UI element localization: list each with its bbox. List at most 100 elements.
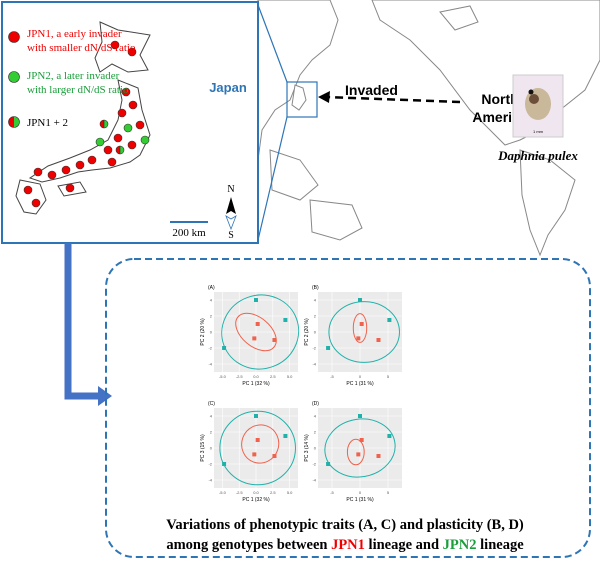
y-tick-label: -2	[208, 462, 212, 467]
caption-part: lineage	[477, 537, 525, 553]
legend-text: JPN2, a later invader	[27, 70, 120, 82]
japan-title: Japan	[209, 80, 247, 95]
south-label: S	[228, 230, 234, 241]
marker	[326, 346, 331, 350]
legend-text: with smaller dN/dS ratio	[27, 42, 136, 54]
y-tick-label: 4	[210, 414, 213, 419]
marker	[376, 338, 381, 342]
y-tick-label: 0	[210, 446, 213, 451]
y-tick-label: 4	[314, 414, 317, 419]
marker	[222, 462, 227, 466]
marker	[358, 414, 362, 418]
x-axis-label: PC 1 (31 %)	[346, 497, 374, 503]
x-tick-label: -5	[330, 490, 334, 495]
x-axis-label: PC 1 (31 %)	[346, 381, 374, 387]
marker	[387, 318, 392, 322]
invaded-label: Invaded	[345, 82, 398, 98]
y-tick-label: 2	[210, 314, 213, 319]
x-tick-label: 5	[387, 374, 390, 379]
pca-panel: -5 0 5 4 2 0 -2 -4 (B) PC 1 (31 %) PC 2 (20 %)	[304, 285, 402, 387]
pca-panel: -5.0 -2.5 0.0 2.5 5.0 4 2 0 -2 -4 (A) PC 1 (32 %) PC…	[200, 285, 300, 387]
species-label: Daphnia pulex	[497, 148, 578, 163]
y-tick-label: 2	[210, 430, 213, 435]
connector	[257, 4, 288, 83]
marker	[252, 336, 257, 341]
caption-line: among genotypes between JPN1 lineage and…	[166, 537, 524, 553]
legend-text: JPN1, a early invader	[27, 28, 122, 40]
japan-inset: JPN1, a early invader with smaller dN/dS…	[1, 1, 259, 244]
x-tick-label: 5.0	[287, 374, 293, 379]
caption-part: among genotypes between	[166, 537, 331, 553]
north-label: N	[227, 184, 234, 195]
marker	[359, 438, 364, 442]
results-box	[105, 258, 591, 558]
marker	[326, 462, 331, 466]
marker	[359, 322, 364, 326]
y-axis-label: PC 2 (20 %)	[200, 318, 206, 346]
marker	[255, 322, 260, 326]
jpn2-ellipse	[324, 418, 396, 478]
scale-label: 200 km	[172, 227, 206, 239]
x-tick-label: -5.0	[219, 490, 227, 495]
panel-tag: (A)	[208, 285, 215, 291]
jpn1-ellipse	[241, 424, 280, 464]
y-axis-label: PC 2 (20 %)	[304, 318, 310, 346]
pca-panels: -5.0 -2.5 0.0 2.5 5.0 4 2 0 -2 -4 (A) PC 1 (32 %) PC…	[200, 285, 402, 503]
jpn1-ellipse	[352, 313, 368, 343]
caption-part: JPN2	[443, 537, 477, 553]
x-tick-label: 2.5	[270, 490, 276, 495]
jpn2-ellipse	[221, 294, 300, 370]
marker	[272, 338, 277, 342]
flow-arrow	[64, 243, 100, 400]
marker	[252, 452, 257, 457]
y-tick-label: -4	[312, 478, 316, 483]
y-tick-label: 4	[314, 298, 317, 303]
y-tick-label: -2	[312, 346, 316, 351]
y-tick-label: 4	[210, 298, 213, 303]
legend-text: with larger dN/dS ratio	[27, 84, 129, 96]
flow-arrow-head	[98, 386, 112, 406]
marker	[283, 318, 288, 322]
origin-label: North	[481, 91, 518, 107]
marker	[376, 454, 381, 458]
x-tick-label: 0.0	[253, 374, 259, 379]
marker	[272, 454, 277, 458]
marker	[255, 438, 260, 442]
x-tick-label: -5	[330, 374, 334, 379]
marker	[358, 298, 362, 302]
japan-locator	[286, 81, 318, 118]
x-tick-label: -2.5	[236, 490, 244, 495]
legend-text: JPN1 + 2	[27, 117, 68, 129]
x-tick-label: -5.0	[219, 374, 227, 379]
jpn2-ellipse	[328, 301, 400, 363]
jpn1-ellipse	[346, 438, 365, 466]
y-axis-label: PC 3 (14 %)	[304, 434, 310, 462]
y-axis-label: PC 3 (15 %)	[200, 434, 206, 462]
x-tick-label: 5	[387, 490, 390, 495]
marker	[356, 336, 361, 341]
y-tick-label: -2	[312, 462, 316, 467]
pca-panel: -5 0 5 4 2 0 -2 -4 (D) PC 1 (31 %) PC 3 (14 %)	[304, 401, 402, 503]
y-tick-label: 0	[210, 330, 213, 335]
x-axis-label: PC 1 (32 %)	[242, 381, 270, 387]
caption-line: Variations of phenotypic traits (A, C) a…	[166, 517, 524, 533]
jpn1-ellipse	[235, 312, 277, 352]
jpn2-ellipse	[219, 410, 296, 486]
arrow-head	[318, 91, 330, 103]
panel-tag: (B)	[312, 285, 319, 291]
panel-tag: (D)	[312, 401, 319, 407]
y-tick-label: 2	[314, 430, 317, 435]
marker	[356, 452, 361, 457]
marker	[283, 434, 288, 438]
marker	[254, 298, 258, 302]
caption-part: lineage and	[365, 537, 443, 553]
marker	[254, 414, 258, 418]
x-tick-label: 0.0	[253, 490, 259, 495]
x-tick-label: 0	[359, 490, 362, 495]
y-tick-label: -4	[312, 362, 316, 367]
y-tick-label: 2	[314, 314, 317, 319]
x-tick-label: -2.5	[236, 374, 244, 379]
marker	[387, 434, 392, 438]
y-tick-label: -4	[208, 478, 212, 483]
